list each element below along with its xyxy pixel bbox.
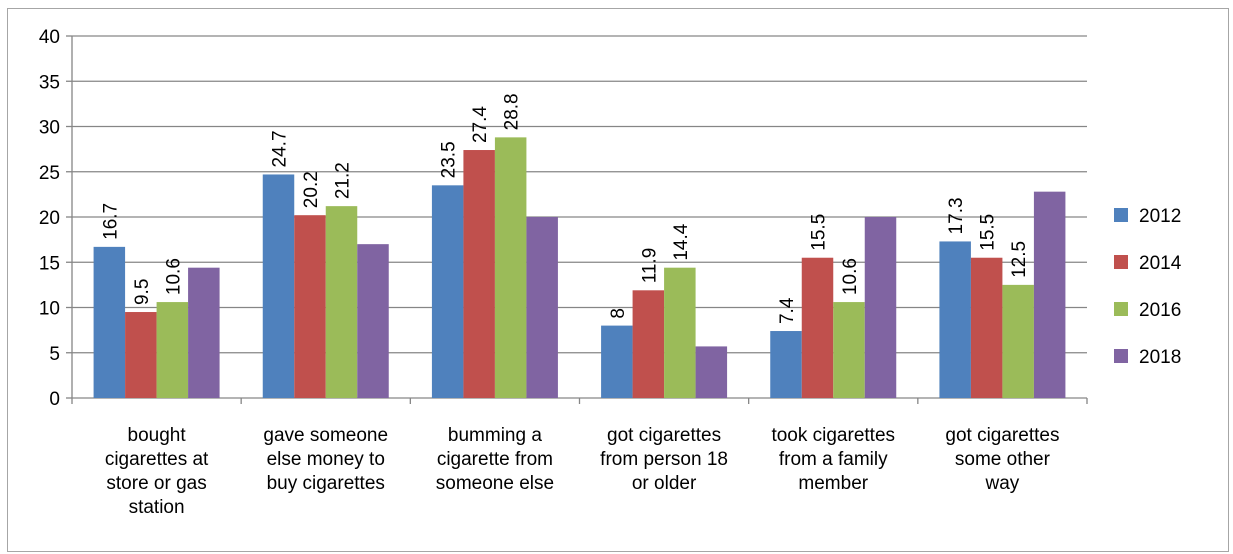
data-label: 15.5 xyxy=(978,214,999,251)
data-label: 8 xyxy=(608,308,629,319)
bar xyxy=(632,290,665,398)
bar xyxy=(1033,191,1066,398)
y-tick-label: 15 xyxy=(39,253,60,274)
legend-label: 2018 xyxy=(1139,347,1181,368)
bar xyxy=(431,185,464,398)
data-label: 17.3 xyxy=(946,197,967,234)
data-label: 10.6 xyxy=(840,258,861,295)
category-label: buy cigarettes xyxy=(267,473,385,494)
y-tick-label: 20 xyxy=(39,208,60,229)
category-label: took cigarettes xyxy=(771,425,895,446)
category-label: from person 18 xyxy=(600,449,728,470)
legend-swatch xyxy=(1114,349,1128,363)
bar xyxy=(294,215,326,398)
y-tick-label: 0 xyxy=(49,389,60,410)
data-label: 16.7 xyxy=(100,203,121,240)
legend-swatch xyxy=(1114,302,1128,316)
category-label: bumming a xyxy=(448,425,542,446)
category-label: cigarettes at xyxy=(105,449,209,470)
category-label: way xyxy=(985,473,1020,494)
bar xyxy=(262,174,295,398)
bar xyxy=(325,206,358,398)
bar xyxy=(1002,284,1034,398)
category-label: gave someone xyxy=(263,425,388,446)
legend-swatch xyxy=(1114,208,1128,222)
y-tick-label: 25 xyxy=(39,163,60,184)
bar xyxy=(125,312,157,398)
data-label: 24.7 xyxy=(270,130,291,167)
bar xyxy=(156,302,189,398)
data-label: 23.5 xyxy=(439,141,460,178)
bar xyxy=(801,257,834,398)
legend-label: 2016 xyxy=(1139,300,1181,321)
category-label: station xyxy=(129,497,185,518)
legend-label: 2012 xyxy=(1139,206,1181,227)
category-label: cigarette from xyxy=(437,449,553,470)
data-label: 15.5 xyxy=(809,214,830,251)
data-label: 20.2 xyxy=(301,171,322,208)
bar xyxy=(970,257,1003,398)
legend-label: 2014 xyxy=(1139,253,1182,274)
y-tick-label: 30 xyxy=(39,118,60,139)
bar xyxy=(357,244,389,398)
bar xyxy=(770,331,802,398)
data-label: 7.4 xyxy=(777,297,798,324)
legend-swatch xyxy=(1114,255,1128,269)
category-label: member xyxy=(798,473,868,494)
category-label: bought xyxy=(128,425,187,446)
category-label: store or gas xyxy=(106,473,206,494)
bar xyxy=(664,267,696,398)
bar xyxy=(526,217,558,398)
bar xyxy=(864,217,897,398)
data-label: 27.4 xyxy=(470,106,491,143)
category-label: got cigarettes xyxy=(945,425,1059,446)
y-tick-label: 40 xyxy=(39,27,60,48)
bar xyxy=(463,150,495,398)
category-label: else money to xyxy=(267,449,385,470)
category-label: or older xyxy=(632,473,697,494)
bar xyxy=(601,325,633,398)
data-label: 10.6 xyxy=(163,258,184,295)
data-label: 12.5 xyxy=(1009,241,1030,278)
data-label: 28.8 xyxy=(502,93,523,130)
category-label: got cigarettes xyxy=(607,425,721,446)
y-tick-label: 10 xyxy=(39,299,60,320)
category-label: some other xyxy=(955,449,1051,470)
data-label: 14.4 xyxy=(671,223,692,260)
bar xyxy=(695,346,728,398)
bar xyxy=(494,137,527,399)
y-tick-label: 35 xyxy=(39,72,60,93)
category-label: someone else xyxy=(436,473,554,494)
bar xyxy=(939,241,971,398)
bar xyxy=(833,302,865,398)
data-label: 21.2 xyxy=(333,162,354,199)
bar xyxy=(188,267,220,398)
data-label: 9.5 xyxy=(132,279,153,305)
category-label: from a family xyxy=(779,449,888,470)
bar xyxy=(93,246,126,398)
data-label: 11.9 xyxy=(639,248,660,284)
y-tick-label: 5 xyxy=(49,344,60,365)
